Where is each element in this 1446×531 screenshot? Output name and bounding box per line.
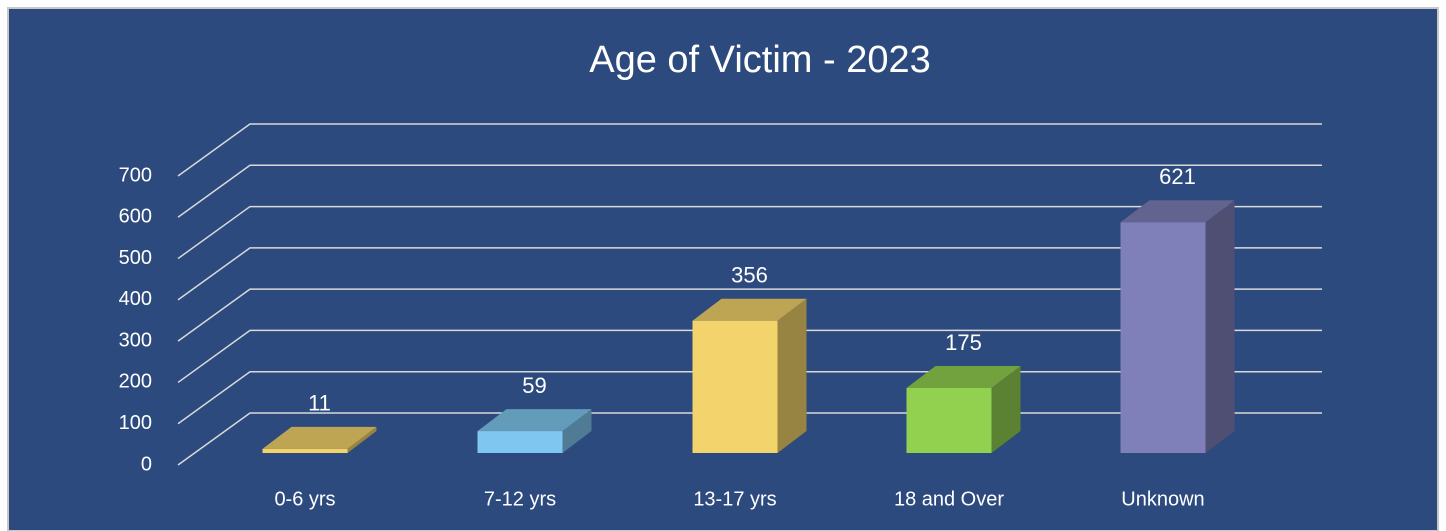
bar-top xyxy=(262,426,377,449)
bar-front xyxy=(906,387,992,453)
y-tick-label: 200 xyxy=(119,371,152,393)
data-label: 11 xyxy=(308,391,331,416)
y-tick-label: 700 xyxy=(119,164,152,186)
y-tick-label: 500 xyxy=(119,247,152,269)
data-label: 59 xyxy=(522,373,546,398)
x-tick-label: 13-17 yrs xyxy=(693,488,776,510)
bar-side xyxy=(347,426,377,453)
grid-line xyxy=(177,329,1322,384)
bar-side xyxy=(562,409,592,453)
bar-side xyxy=(991,365,1021,453)
x-tick-label: 18 and Over xyxy=(894,488,1004,510)
bar xyxy=(477,409,592,453)
bar-front xyxy=(262,448,348,453)
bar-top xyxy=(1120,200,1235,223)
x-tick-label: 7-12 yrs xyxy=(484,488,556,510)
grid-line xyxy=(177,164,1322,218)
bar-side xyxy=(777,298,807,453)
bar xyxy=(1120,200,1235,453)
y-tick-label: 300 xyxy=(119,329,152,351)
grid-line xyxy=(177,123,1322,177)
chart-title: Age of Victim - 2023 xyxy=(589,39,930,81)
y-tick-label: 100 xyxy=(119,412,152,434)
data-label: 356 xyxy=(731,263,768,288)
bar xyxy=(692,298,807,453)
bar-front xyxy=(477,431,563,453)
data-label: 621 xyxy=(1159,164,1196,189)
x-tick-label: Unknown xyxy=(1121,488,1204,510)
bar-front xyxy=(692,320,778,453)
bar xyxy=(262,426,377,453)
bar-top xyxy=(477,409,592,432)
x-tick-label: 0-6 yrs xyxy=(274,488,335,510)
y-tick-label: 400 xyxy=(119,288,152,310)
bar-top xyxy=(692,298,807,321)
grid-line xyxy=(177,205,1322,260)
y-tick-label: 600 xyxy=(119,206,152,228)
bar-front xyxy=(1120,222,1206,453)
bar-side xyxy=(1205,200,1235,453)
bar xyxy=(906,365,1021,453)
data-label: 175 xyxy=(945,330,982,355)
y-tick-label: 0 xyxy=(141,453,152,475)
grid-line xyxy=(177,247,1322,301)
bar-top xyxy=(906,365,1021,388)
grid-line xyxy=(177,288,1322,342)
